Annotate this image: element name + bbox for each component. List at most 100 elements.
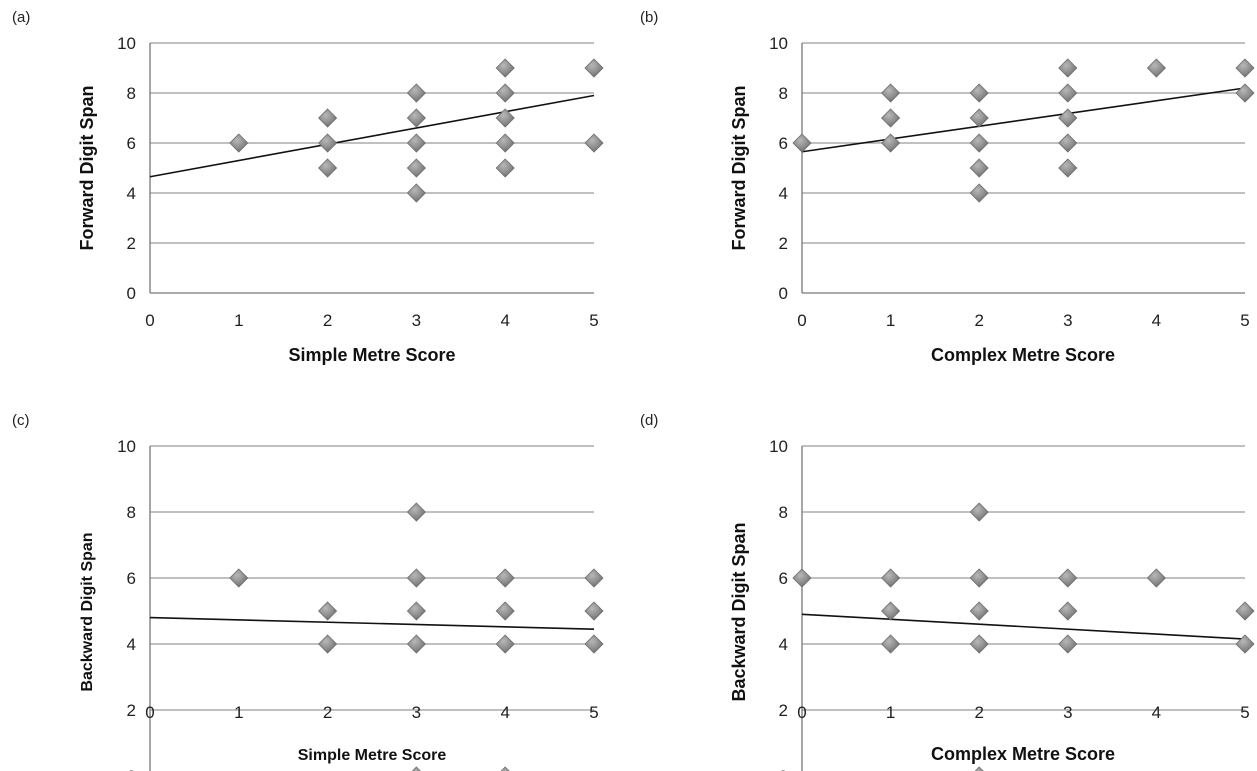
x-axis-title: Simple Metre Score [298, 747, 447, 764]
panel-label: (a) [12, 9, 30, 26]
y-tick-label: 8 [127, 84, 136, 103]
y-tick-label: 2 [779, 701, 788, 720]
data-point [969, 158, 989, 178]
data-point [318, 601, 338, 621]
data-point [495, 133, 515, 153]
y-axis-title: Backward Digit Span [729, 522, 749, 701]
y-tick-label: 2 [127, 234, 136, 253]
x-tick-label: 0 [145, 311, 154, 330]
y-tick-label: 8 [127, 503, 136, 522]
x-tick-label: 5 [1240, 703, 1249, 722]
data-points [792, 58, 1255, 203]
gridlines [801, 445, 1245, 771]
gridlines [149, 445, 594, 771]
y-axis-title: Forward Digit Span [77, 85, 97, 250]
y-tick-label: 0 [779, 284, 788, 303]
y-tick-label: 8 [779, 503, 788, 522]
y-tick-label: 10 [769, 34, 788, 53]
x-axis-title: Complex Metre Score [931, 744, 1115, 764]
data-points [229, 58, 604, 203]
data-point [406, 634, 426, 654]
data-point [969, 568, 989, 588]
y-tick-labels: 0 2 4 6 8 10 [117, 437, 136, 771]
y-tick-label: 4 [127, 635, 136, 654]
x-tick-labels: 0 1 2 3 4 5 [797, 311, 1249, 330]
trendline-layer [801, 87, 1246, 153]
panel-a: (a) 0 2 4 6 8 10 0 1 2 3 4 5 Simple Metre Score Fo… [12, 9, 604, 365]
data-point [495, 108, 515, 128]
x-tick-labels: 0 1 2 3 4 5 [145, 311, 598, 330]
x-tick-labels: 0 1 2 3 4 5 [145, 703, 598, 722]
y-tick-label: 6 [127, 134, 136, 153]
x-tick-label: 2 [323, 703, 332, 722]
y-tick-label: 6 [779, 134, 788, 153]
x-tick-label: 0 [797, 311, 806, 330]
data-point [1058, 108, 1078, 128]
x-tick-label: 4 [1152, 703, 1161, 722]
data-point [881, 133, 901, 153]
data-point [406, 568, 426, 588]
trendline [801, 613, 1246, 640]
data-point [1235, 83, 1255, 103]
data-point [1146, 568, 1166, 588]
data-point [969, 502, 989, 522]
data-point [969, 108, 989, 128]
x-tick-label: 2 [974, 703, 983, 722]
data-point [584, 634, 604, 654]
x-tick-label: 3 [1063, 703, 1072, 722]
x-tick-label: 2 [974, 311, 983, 330]
x-tick-label: 4 [1152, 311, 1161, 330]
y-tick-labels: 0 2 4 6 8 10 [769, 437, 788, 771]
trendline-layer [149, 94, 595, 178]
data-point [1058, 158, 1078, 178]
data-point [1058, 83, 1078, 103]
data-point [792, 133, 812, 153]
data-point [881, 108, 901, 128]
y-tick-labels: 0 2 4 6 8 10 [769, 34, 788, 303]
data-point [1235, 58, 1255, 78]
y-axis-title: Forward Digit Span [729, 85, 749, 250]
data-point [584, 58, 604, 78]
gridlines [149, 42, 594, 294]
x-tick-label: 2 [323, 311, 332, 330]
x-tick-label: 0 [797, 703, 806, 722]
data-point [495, 601, 515, 621]
trendline-layer [801, 613, 1246, 640]
data-point [406, 83, 426, 103]
y-tick-label: 6 [779, 569, 788, 588]
data-point [229, 568, 249, 588]
y-tick-label: 4 [779, 635, 788, 654]
data-point [1058, 568, 1078, 588]
data-point [318, 108, 338, 128]
x-tick-label: 5 [589, 703, 598, 722]
data-point [495, 634, 515, 654]
data-point [584, 133, 604, 153]
y-tick-label: 10 [117, 34, 136, 53]
x-tick-label: 4 [500, 311, 509, 330]
data-point [1235, 601, 1255, 621]
data-point [1058, 133, 1078, 153]
data-point [406, 108, 426, 128]
y-tick-label: 10 [117, 437, 136, 456]
data-point [495, 83, 515, 103]
data-point [406, 502, 426, 522]
data-point [969, 83, 989, 103]
x-tick-labels: 0 1 2 3 4 5 [797, 703, 1249, 722]
data-point [881, 634, 901, 654]
data-point [881, 83, 901, 103]
x-tick-label: 4 [500, 703, 509, 722]
y-tick-label: 2 [779, 234, 788, 253]
trendline-layer [149, 616, 595, 630]
data-points [229, 502, 604, 771]
data-points [792, 502, 1255, 771]
x-tick-label: 1 [234, 703, 243, 722]
data-point [406, 183, 426, 203]
x-axis-title: Complex Metre Score [931, 345, 1115, 365]
trendline [801, 87, 1246, 153]
y-tick-label: 0 [127, 767, 136, 771]
data-point [411, 766, 421, 771]
data-point [1058, 634, 1078, 654]
data-point [969, 601, 989, 621]
data-point [584, 568, 604, 588]
